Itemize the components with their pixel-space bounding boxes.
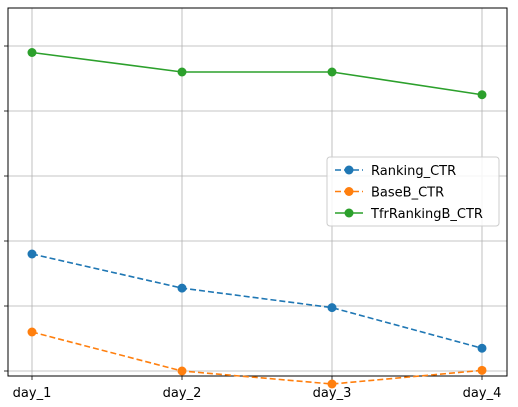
- series: [27, 48, 487, 389]
- data-point-Ranking_CTR: [177, 283, 187, 293]
- data-point-Ranking_CTR: [27, 249, 37, 259]
- x-tick-label: day_2: [163, 386, 202, 401]
- data-point-BaseB_CTR: [177, 366, 187, 376]
- data-point-BaseB_CTR: [477, 365, 487, 375]
- x-tick-label: day_1: [13, 386, 52, 401]
- data-point-BaseB_CTR: [27, 327, 37, 337]
- y-ticks: [4, 45, 8, 372]
- legend-label: TfrRankingB_CTR: [370, 207, 483, 222]
- series-line-TfrRankingB_CTR: [31, 51, 483, 96]
- data-point-BaseB_CTR: [327, 379, 337, 389]
- data-point-TfrRankingB_CTR: [477, 90, 487, 100]
- legend-marker: [344, 165, 354, 175]
- axes: [7, 7, 508, 377]
- x-tick-label: day_4: [463, 386, 502, 401]
- data-point-TfrRankingB_CTR: [177, 67, 187, 77]
- series-line-Ranking_CTR: [31, 253, 483, 350]
- data-point-TfrRankingB_CTR: [27, 48, 37, 57]
- legend-label: BaseB_CTR: [371, 186, 444, 201]
- x-tick-label: day_3: [313, 386, 352, 401]
- legend-marker: [344, 187, 354, 196]
- legend-label: Ranking_CTR: [371, 164, 456, 179]
- data-point-Ranking_CTR: [477, 343, 487, 353]
- legend: Ranking_CTR BaseB_CTR TfrRankingB_CTR: [326, 156, 500, 227]
- data-point-TfrRankingB_CTR: [327, 67, 337, 77]
- x-ticks: day_1 day_2 day_3 day_4: [13, 376, 502, 401]
- data-point-Ranking_CTR: [327, 303, 337, 313]
- legend-box: [326, 156, 500, 227]
- series-line-BaseB_CTR: [31, 331, 483, 385]
- legend-marker: [344, 208, 354, 218]
- plot-frame: [7, 7, 508, 377]
